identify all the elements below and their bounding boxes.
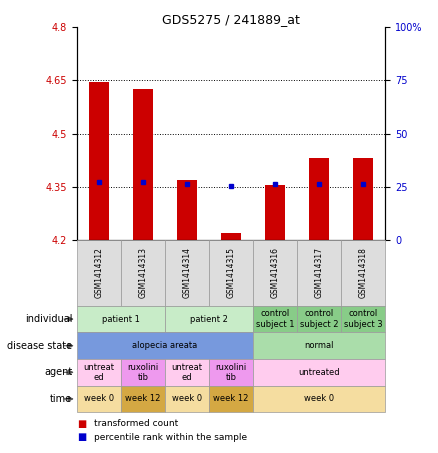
Bar (133, 89, 153, 240)
Bar (309, 159, 329, 240)
Bar (77, 240, 121, 306)
Text: week 0: week 0 (172, 395, 202, 404)
Text: percentile rank within the sample: percentile rank within the sample (94, 433, 247, 442)
Text: GSM1414316: GSM1414316 (271, 247, 279, 299)
Text: week 0: week 0 (304, 395, 334, 404)
Bar (209, 359, 253, 386)
Bar (77, 333, 253, 359)
Bar (297, 240, 341, 306)
Text: time: time (50, 394, 72, 404)
Bar (253, 333, 385, 359)
Bar (77, 359, 121, 386)
Text: untreated: untreated (298, 368, 340, 377)
Bar (221, 233, 241, 240)
Title: GDS5275 / 241889_at: GDS5275 / 241889_at (162, 13, 300, 26)
Text: transformed count: transformed count (94, 419, 178, 428)
Text: ■: ■ (77, 419, 86, 429)
Text: individual: individual (25, 314, 72, 324)
Bar (165, 386, 209, 412)
Text: week 0: week 0 (84, 395, 114, 404)
Bar (253, 306, 297, 333)
Bar (341, 306, 385, 333)
Bar (253, 386, 385, 412)
Bar (209, 240, 253, 306)
Text: ruxolini
tib: ruxolini tib (127, 362, 159, 382)
Bar (77, 306, 165, 333)
Bar (253, 359, 385, 386)
Bar (121, 359, 165, 386)
Text: control
subject 1: control subject 1 (256, 309, 294, 329)
Text: disease state: disease state (7, 341, 72, 351)
Bar (177, 180, 197, 240)
Bar (253, 240, 297, 306)
Bar (121, 240, 165, 306)
Text: untreat
ed: untreat ed (83, 362, 114, 382)
Text: GSM1414312: GSM1414312 (94, 247, 103, 299)
Text: ■: ■ (77, 432, 86, 442)
Text: control
subject 2: control subject 2 (300, 309, 339, 329)
Text: GSM1414318: GSM1414318 (359, 247, 368, 299)
Text: alopecia areata: alopecia areata (132, 341, 198, 350)
Bar (209, 386, 253, 412)
Bar (121, 386, 165, 412)
Text: patient 2: patient 2 (190, 314, 228, 323)
Text: week 12: week 12 (125, 395, 160, 404)
Bar (165, 306, 253, 333)
Bar (77, 386, 121, 412)
Text: GSM1414315: GSM1414315 (226, 247, 236, 299)
Bar (265, 185, 285, 240)
Text: ruxolini
tib: ruxolini tib (215, 362, 247, 382)
Text: untreat
ed: untreat ed (171, 362, 202, 382)
Bar (165, 240, 209, 306)
Bar (341, 240, 385, 306)
Text: GSM1414317: GSM1414317 (315, 247, 324, 299)
Text: GSM1414314: GSM1414314 (183, 247, 191, 299)
Text: patient 1: patient 1 (102, 314, 140, 323)
Bar (297, 306, 341, 333)
Text: control
subject 3: control subject 3 (344, 309, 383, 329)
Bar (353, 159, 373, 240)
Bar (165, 359, 209, 386)
Text: week 12: week 12 (213, 395, 249, 404)
Bar (89, 82, 109, 240)
Text: GSM1414313: GSM1414313 (138, 247, 147, 299)
Text: normal: normal (304, 341, 334, 350)
Text: agent: agent (44, 367, 72, 377)
